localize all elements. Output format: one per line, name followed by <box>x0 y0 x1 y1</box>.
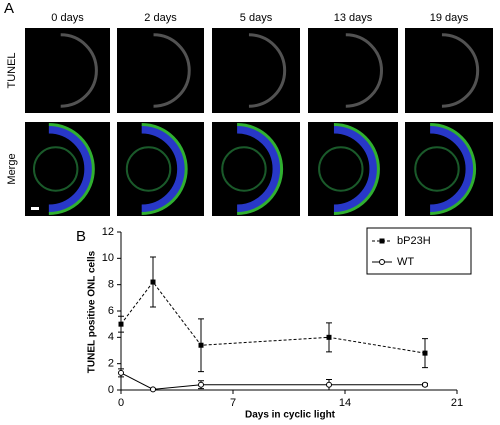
retina-blue <box>48 125 93 213</box>
row-label: Merge <box>6 153 18 184</box>
retina-green <box>48 123 95 215</box>
data-point <box>422 350 428 356</box>
lens <box>32 146 79 192</box>
x-tick-label: 14 <box>339 397 351 409</box>
legend-marker <box>379 238 385 244</box>
data-point <box>118 369 124 376</box>
micrograph <box>212 28 300 113</box>
y-tick-label: 6 <box>108 305 114 317</box>
column-label: 5 days <box>240 12 273 24</box>
x-tick-label: 7 <box>230 397 236 409</box>
data-point <box>150 386 156 393</box>
legend-box <box>366 227 472 275</box>
y-tick-label: 10 <box>102 252 114 264</box>
retina-green <box>141 123 188 215</box>
column-label: 0 days <box>51 12 84 24</box>
data-point <box>326 381 332 388</box>
legend-label: bP23H <box>397 235 431 247</box>
x-axis-label: Days in cyclic light <box>245 410 336 421</box>
retina-green <box>333 123 380 215</box>
data-point <box>326 334 332 340</box>
retina-green <box>237 123 284 215</box>
micrograph <box>308 28 398 113</box>
retina-blue <box>236 125 281 213</box>
y-tick-label: 2 <box>108 358 114 370</box>
retina-outline <box>60 33 98 108</box>
retina-green <box>430 123 477 215</box>
retina-outline <box>153 33 191 108</box>
legend-marker <box>379 259 385 265</box>
data-point <box>198 342 204 348</box>
y-tick-label: 12 <box>102 226 114 238</box>
micrographs <box>25 28 493 216</box>
retina-blue <box>333 125 378 213</box>
row-label: TUNEL <box>6 52 18 88</box>
retina-blue <box>141 125 186 213</box>
y-tick-label: 0 <box>108 384 114 396</box>
y-tick-label: 4 <box>108 331 114 343</box>
micrograph <box>405 28 493 113</box>
y-axis-label: TUNEL positive ONL cells <box>87 250 98 373</box>
x-tick-label: 0 <box>118 397 124 409</box>
scale-bar <box>31 207 39 210</box>
column-label: 2 days <box>144 12 177 24</box>
retina-outline <box>248 33 287 108</box>
panel-label: A <box>4 0 14 17</box>
data-point <box>118 321 124 327</box>
lens <box>414 146 460 192</box>
lens <box>318 146 364 192</box>
data-point <box>150 279 156 285</box>
data-point <box>422 381 428 388</box>
micrograph <box>117 28 204 113</box>
lens <box>125 146 172 192</box>
retina-blue <box>429 125 474 213</box>
panel-label: B <box>76 228 86 245</box>
retina-outline <box>345 33 383 108</box>
legend-label: WT <box>397 256 414 268</box>
retina-outline <box>441 33 480 108</box>
column-label: 13 days <box>334 12 373 24</box>
data-point <box>198 381 204 388</box>
series-line <box>120 281 426 354</box>
lens <box>221 146 267 192</box>
series-line <box>120 372 425 390</box>
column-label: 19 days <box>430 12 469 24</box>
y-tick-label: 8 <box>108 279 114 291</box>
x-tick-label: 21 <box>451 397 463 409</box>
